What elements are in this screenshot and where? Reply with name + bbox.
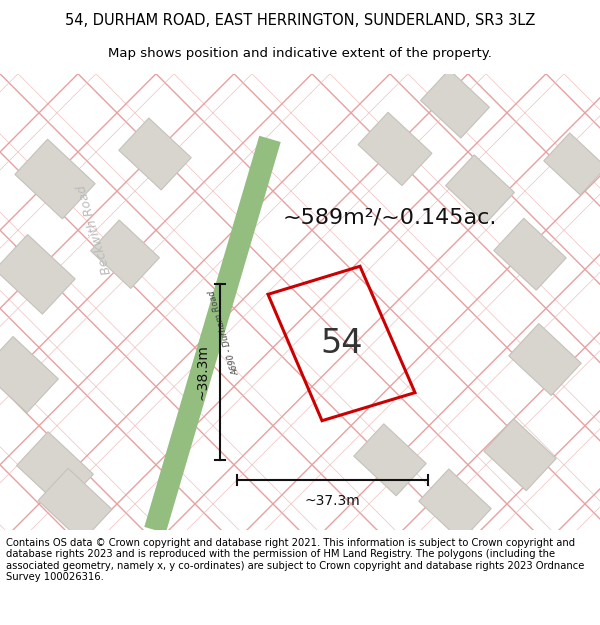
Polygon shape — [38, 468, 112, 542]
Text: ~589m²/~0.145ac.: ~589m²/~0.145ac. — [283, 207, 497, 227]
Polygon shape — [544, 133, 600, 195]
Text: Contains OS data © Crown copyright and database right 2021. This information is : Contains OS data © Crown copyright and d… — [6, 538, 584, 582]
Polygon shape — [509, 324, 581, 396]
Polygon shape — [484, 419, 556, 491]
Polygon shape — [17, 432, 94, 508]
Polygon shape — [0, 234, 75, 314]
Polygon shape — [119, 118, 191, 190]
Text: Map shows position and indicative extent of the property.: Map shows position and indicative extent… — [108, 47, 492, 59]
Polygon shape — [15, 139, 95, 219]
Polygon shape — [419, 469, 491, 541]
Text: ~38.3m: ~38.3m — [196, 344, 210, 400]
Text: A690 - Durham Road: A690 - Durham Road — [208, 289, 242, 376]
Polygon shape — [421, 69, 490, 138]
Polygon shape — [446, 155, 514, 223]
Polygon shape — [0, 336, 58, 412]
Polygon shape — [358, 112, 432, 186]
Polygon shape — [494, 218, 566, 290]
Text: 54, DURHAM ROAD, EAST HERRINGTON, SUNDERLAND, SR3 3LZ: 54, DURHAM ROAD, EAST HERRINGTON, SUNDER… — [65, 13, 535, 28]
Text: ~37.3m: ~37.3m — [305, 494, 361, 508]
Text: Beckwith Road: Beckwith Road — [76, 183, 115, 276]
Polygon shape — [354, 424, 426, 496]
Text: 54: 54 — [320, 327, 362, 360]
Polygon shape — [91, 220, 160, 289]
